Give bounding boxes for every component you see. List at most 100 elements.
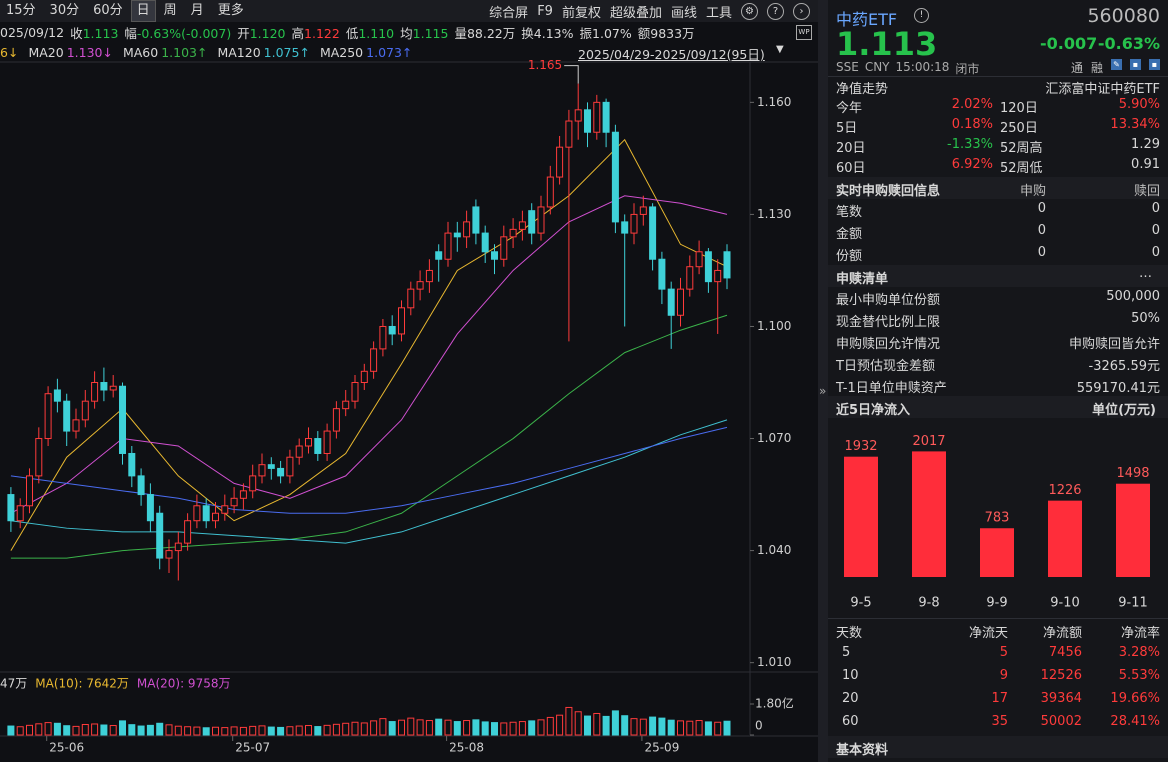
- period-tab[interactable]: 60分: [93, 3, 123, 18]
- section-header: [828, 265, 1168, 287]
- candle-body: [100, 382, 108, 391]
- info-value: 1.115: [412, 25, 449, 41]
- volume-bar: [165, 724, 173, 736]
- volume-bar: [16, 726, 24, 736]
- period-tab[interactable]: 15分: [6, 3, 36, 18]
- period-tab[interactable]: 周: [163, 3, 177, 18]
- table-cell: 5: [999, 645, 1008, 660]
- info-label: 高: [291, 25, 305, 41]
- period-tab[interactable]: 更多: [217, 3, 244, 18]
- tool-button[interactable]: 工具: [705, 5, 732, 21]
- info-icon[interactable]: !: [914, 8, 929, 23]
- tool-button[interactable]: 前复权: [561, 5, 601, 21]
- row-label: T日预估现金差额: [836, 359, 935, 374]
- v-tick-label: 0: [755, 719, 763, 733]
- candle-body: [305, 438, 312, 447]
- collapse-icon[interactable]: »: [819, 384, 827, 398]
- volume-bar: [239, 726, 247, 736]
- candle-body: [388, 325, 396, 335]
- volume-bar: [351, 721, 359, 736]
- meta-item: SSE: [836, 60, 859, 74]
- table-cell: 19.66%: [1110, 691, 1160, 706]
- table-cell: 7456: [1048, 645, 1082, 660]
- icon-button[interactable]: ?: [767, 2, 784, 20]
- candle-body: [463, 221, 471, 238]
- candle-body: [714, 269, 722, 283]
- volume-bar: [184, 726, 192, 736]
- wp-icon[interactable]: WP: [796, 25, 812, 40]
- nav-value: -1.33%: [947, 137, 993, 152]
- tool-button[interactable]: F9: [537, 3, 553, 19]
- date-range[interactable]: 2025/04/29-2025/09/12(95日): [578, 47, 765, 62]
- bar: [844, 456, 878, 577]
- badge-icon[interactable]: ✎: [1111, 59, 1122, 70]
- candle-body: [639, 206, 647, 215]
- meta-item: 15:00:18: [895, 60, 950, 74]
- row-value: 559170.41元: [1076, 381, 1160, 396]
- info-label: 均: [400, 25, 413, 41]
- row-value: 申购赎回皆允许: [1068, 337, 1160, 352]
- tool-button[interactable]: 综合屏: [489, 5, 529, 21]
- col-header: 净流天: [968, 626, 1008, 641]
- info-value: 4.13%: [533, 25, 574, 41]
- candle-body: [119, 385, 126, 454]
- ma-line: [10, 314, 728, 559]
- candle-body: [332, 408, 340, 432]
- col-header: 申购: [1019, 184, 1046, 199]
- kline-chart: 1.160 1.130 1.100 1.070 1.040 1.010 1.165 1.80亿…: [0, 58, 818, 755]
- table-cell: 35: [991, 714, 1008, 729]
- tool-buttons: 综合屏 F9 前复权 超级叠加 画线 工具 ⚙? ›: [489, 0, 810, 22]
- price-change-pct: -0.63%: [1097, 34, 1160, 53]
- volume-bar: [556, 714, 564, 736]
- candle-body: [509, 228, 517, 238]
- section-header: [828, 736, 1168, 758]
- candle-body: [723, 251, 731, 279]
- candle-body: [704, 251, 712, 283]
- volume-bar: [379, 718, 387, 736]
- candle-body: [518, 221, 526, 230]
- info-items: 025/09/12 收1.113 幅-0.63%(-0.007) 开1.120 高1.1…: [0, 22, 695, 42]
- candle-body: [165, 550, 173, 559]
- section-title: 申赎清单: [836, 272, 889, 287]
- row-value: 0: [1151, 223, 1160, 238]
- icon-button[interactable]: ›: [793, 2, 810, 20]
- period-tab[interactable]: 30分: [49, 3, 80, 18]
- row-value: 50%: [1131, 311, 1160, 326]
- period-tab[interactable]: 月: [190, 3, 204, 18]
- tool-button[interactable]: 超级叠加: [609, 5, 662, 21]
- range-dropdown[interactable]: ▼: [776, 44, 784, 55]
- table-cell: 10: [842, 668, 859, 683]
- candle-body: [277, 467, 285, 477]
- candle-body: [695, 251, 703, 268]
- net-inflow-chart: 1932 9-5 2017 9-8 783 9-9 1226 9-10 1498 9-11: [844, 434, 1150, 611]
- info-item: 振1.07%: [580, 23, 632, 42]
- volume-bar: [277, 726, 285, 736]
- icon-button[interactable]: ⚙: [741, 2, 758, 20]
- bar-label: 1226: [1048, 483, 1081, 498]
- ma-line: [10, 426, 728, 514]
- candle-body: [342, 400, 350, 410]
- candle-body: [221, 505, 229, 514]
- period-tab[interactable]: 日: [130, 0, 156, 22]
- badge-icon[interactable]: ▪: [1149, 59, 1160, 70]
- volume-bar: [584, 715, 591, 736]
- panel-divider[interactable]: »: [818, 0, 828, 762]
- candle-body: [35, 438, 43, 477]
- volume-bar: [630, 718, 638, 736]
- period-tabs: 15分 30分 60分日周月更多: [0, 0, 252, 22]
- ma-legend-item: MA120 1.075↑: [217, 45, 309, 60]
- candle-body: [174, 542, 182, 552]
- candle-body: [146, 494, 154, 522]
- badge-icon[interactable]: ▪: [1130, 59, 1141, 70]
- col-header: 赎回: [1133, 184, 1160, 199]
- candle-body: [370, 348, 378, 372]
- table-cell: 5.53%: [1118, 668, 1160, 683]
- x-tick-label: 25-08: [449, 741, 484, 755]
- ma-legend-row: 6↓ MA20 1.130↓ MA60 1.103↑ MA120 1.075↑ MA250 1.…: [0, 42, 818, 62]
- bar: [912, 451, 946, 577]
- candle-body: [658, 258, 666, 290]
- candle-body: [44, 393, 52, 440]
- candle-body: [667, 288, 675, 316]
- volume-bar: [91, 723, 99, 736]
- tool-button[interactable]: 画线: [670, 5, 697, 21]
